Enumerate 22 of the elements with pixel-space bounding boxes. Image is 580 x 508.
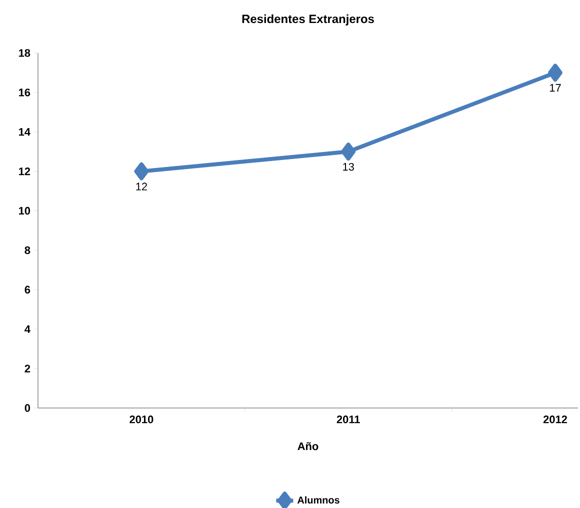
- data-label: 13: [343, 162, 354, 171]
- point: [548, 64, 562, 82]
- data-label: 17: [550, 84, 561, 92]
- x-tick-label: 2010: [130, 416, 154, 424]
- x-axis-title: Año: [298, 442, 318, 450]
- y-tick-label: 0: [24, 404, 30, 412]
- x-tick-label: 2012: [543, 416, 567, 424]
- y-tick-label: 16: [18, 88, 30, 96]
- point: [341, 142, 356, 161]
- x-tick-label: 2011: [336, 416, 360, 424]
- y-tick-label: 10: [18, 206, 30, 215]
- point: [134, 162, 149, 180]
- chart-title: Residentes Extranjeros: [242, 14, 374, 26]
- y-tick-label: 8: [24, 246, 30, 254]
- data-label: 12: [136, 182, 147, 190]
- y-tick-label: 6: [24, 286, 30, 294]
- y-tick-label: 14: [18, 128, 30, 136]
- y-tick-label: 18: [18, 49, 30, 57]
- y-tick-label: 12: [18, 168, 30, 176]
- legend-label: Alumnos: [297, 496, 340, 504]
- y-tick-label: 4: [24, 325, 30, 333]
- y-tick-label: 2: [24, 364, 30, 372]
